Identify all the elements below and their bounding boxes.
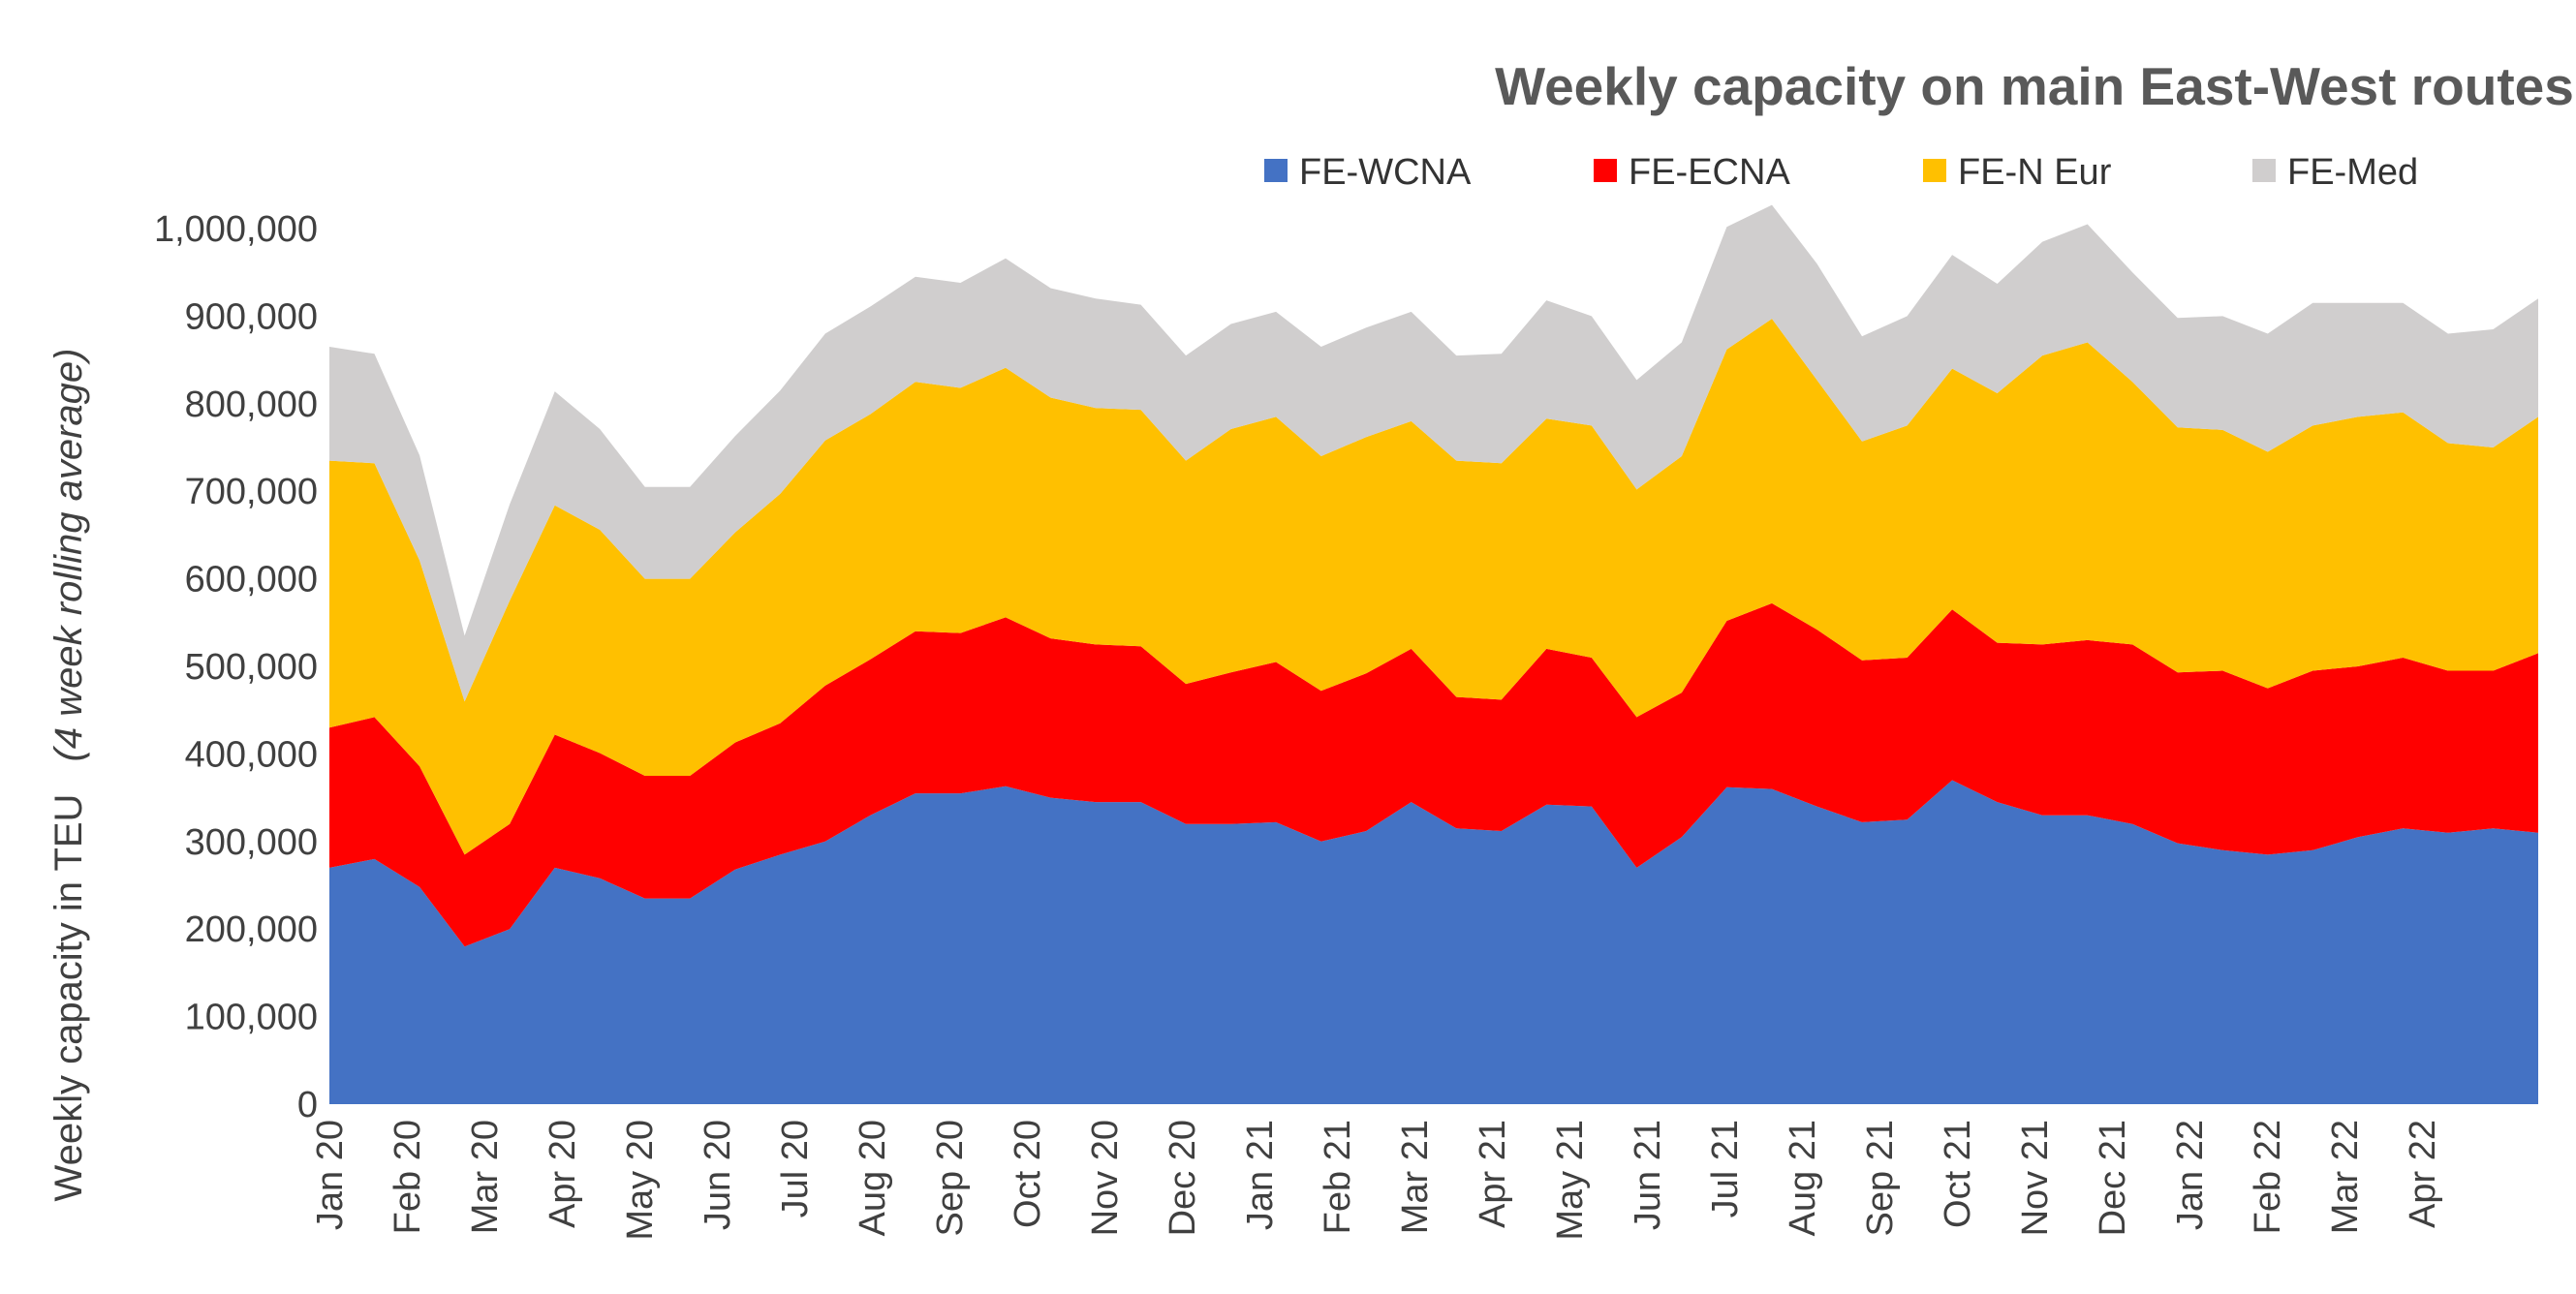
x-tick-label: Apr 22 xyxy=(2403,1120,2443,1228)
x-tick-label: Feb 22 xyxy=(2248,1120,2288,1234)
y-tick-label: 900,000 xyxy=(185,296,318,337)
x-tick-label: Apr 20 xyxy=(543,1120,583,1228)
legend-swatch xyxy=(1923,159,1946,182)
x-tick-label: Jun 20 xyxy=(698,1120,738,1230)
plot-areas xyxy=(329,204,2538,1104)
x-tick-label: Feb 21 xyxy=(1318,1120,1358,1234)
x-tick-label: Dec 21 xyxy=(2093,1120,2133,1236)
chart-title: Weekly capacity on main East-West routes xyxy=(1495,56,2574,116)
y-axis-ticks: 0 100,000 200,000 300,000 400,000 500,000 600,… xyxy=(154,209,318,1125)
y-tick-label: 600,000 xyxy=(185,560,318,601)
x-tick-label: Aug 21 xyxy=(1783,1120,1823,1236)
x-tick-label: Jan 20 xyxy=(310,1120,351,1230)
y-axis-title-main: Weekly capacity in TEU xyxy=(47,794,90,1202)
legend-label: FE-N Eur xyxy=(1958,152,2112,193)
y-tick-label: 100,000 xyxy=(185,998,318,1038)
y-axis-title: Weekly capacity in TEU (4 week rolling a… xyxy=(47,349,90,1202)
y-tick-label: 500,000 xyxy=(185,647,318,688)
y-tick-label: 1,000,000 xyxy=(154,209,318,250)
area-series-3 xyxy=(329,204,2538,702)
legend-label: FE-Med xyxy=(2287,152,2418,193)
area-series-0 xyxy=(329,780,2538,1104)
x-tick-label: Aug 20 xyxy=(853,1120,893,1236)
x-tick-label: May 21 xyxy=(1550,1120,1591,1241)
x-tick-label: Mar 22 xyxy=(2325,1120,2366,1234)
x-tick-label: Jun 21 xyxy=(1628,1120,1668,1230)
x-tick-label: Mar 21 xyxy=(1395,1120,1436,1234)
x-tick-label: Oct 20 xyxy=(1008,1120,1048,1228)
x-tick-label: Nov 20 xyxy=(1085,1120,1126,1236)
x-tick-label: Jul 20 xyxy=(775,1120,816,1217)
x-tick-label: Jan 21 xyxy=(1240,1120,1281,1230)
x-tick-label: Oct 21 xyxy=(1938,1120,1978,1228)
x-tick-label: Nov 21 xyxy=(2015,1120,2056,1236)
legend-label: FE-ECNA xyxy=(1629,152,1790,193)
legend-label: FE-WCNA xyxy=(1299,152,1472,193)
x-tick-label: Dec 20 xyxy=(1163,1120,1203,1236)
y-axis-title-note: (4 week rolling average) xyxy=(47,349,90,762)
y-tick-label: 700,000 xyxy=(185,472,318,512)
area-series-1 xyxy=(329,602,2538,947)
x-tick-label: Sep 21 xyxy=(1860,1120,1901,1236)
x-tick-label: Sep 20 xyxy=(930,1120,971,1236)
legend-swatch xyxy=(1594,159,1617,182)
area-series-2 xyxy=(329,319,2538,855)
x-tick-label: Feb 20 xyxy=(388,1120,428,1234)
x-tick-label: Apr 21 xyxy=(1473,1120,1513,1228)
legend: FE-WCNA FE-ECNA FE-N Eur FE-Med xyxy=(1264,152,2418,193)
x-tick-label: Jul 21 xyxy=(1705,1120,1746,1217)
y-tick-label: 800,000 xyxy=(185,385,318,425)
y-tick-label: 300,000 xyxy=(185,822,318,863)
x-tick-label: May 20 xyxy=(620,1120,661,1241)
y-tick-label: 200,000 xyxy=(185,909,318,950)
legend-swatch xyxy=(2252,159,2276,182)
x-axis-ticks: Jan 20 Feb 20 Mar 20 Apr 20 May 20 Jun 20 Jul … xyxy=(310,1120,2443,1241)
y-tick-label: 400,000 xyxy=(185,734,318,775)
y-tick-label: 0 xyxy=(297,1085,318,1125)
x-tick-label: Jan 22 xyxy=(2170,1120,2211,1230)
legend-swatch xyxy=(1264,159,1288,182)
x-tick-label: Mar 20 xyxy=(465,1120,506,1234)
